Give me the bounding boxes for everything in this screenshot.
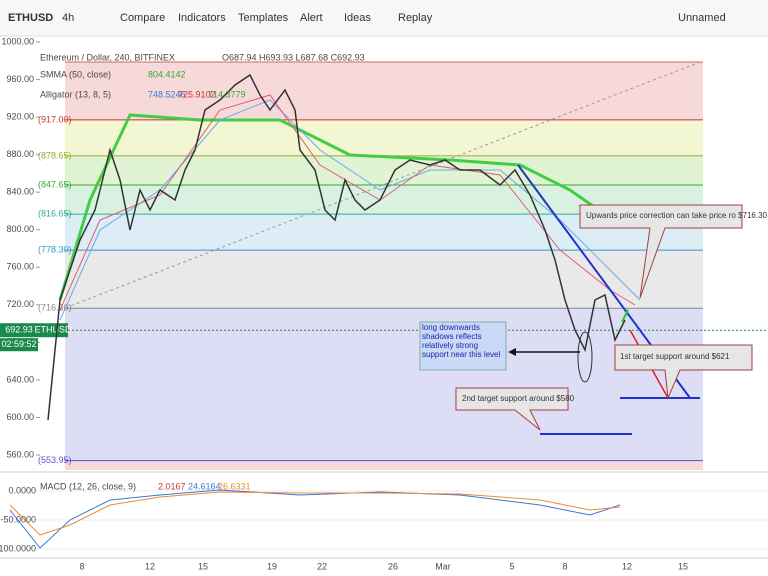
plot: (917.00) (878.65) (847.65) (816.65) (778.30)… (0, 36, 768, 550)
symbol-tag (38, 323, 68, 338)
symbol[interactable]: ETHUSD (8, 12, 53, 24)
ideas-button[interactable]: Ideas (344, 12, 371, 24)
templates-button[interactable]: Templates (238, 12, 289, 24)
macd-title: MACD (12, 26, close, 9) (40, 481, 136, 491)
x-tick-label: 8 (562, 561, 567, 571)
macd-signal-value: 26.6331 (218, 481, 251, 491)
layout-name[interactable]: Unnamed (678, 12, 726, 24)
legend-teeth: 725.9102 (178, 89, 216, 99)
alert-button[interactable]: Alert (300, 12, 323, 24)
fib-zone (65, 155, 703, 186)
macd-y-tick-label: -100.0000 (0, 543, 36, 553)
x-tick-label: 5 (509, 561, 514, 571)
y-tick-label: 600.00 (6, 412, 34, 422)
target1-text: 1st target support around $621 (620, 352, 730, 361)
fib-zone (65, 460, 703, 470)
symbol-tag-label: ETHUSD (34, 325, 72, 335)
fib-zone (65, 308, 703, 461)
legend-ohlc: O687.94 H693.93 L687.68 C692.93 (222, 52, 365, 62)
legend-title: Ethereum / Dollar, 240, BITFINEX (40, 52, 175, 62)
macd-hist-value: 2.0167 (158, 481, 186, 491)
y-tick-label: 920.00 (6, 111, 34, 121)
signal-line (9, 491, 621, 536)
macd-y-tick-label: -50.0000 (0, 514, 36, 524)
replay-button[interactable]: Replay (398, 12, 433, 24)
legend-smma: SMMA (50, close) (40, 69, 111, 79)
x-tick-label: 19 (267, 561, 277, 571)
last-price-tag (0, 323, 38, 338)
fib-label: (847.65) (38, 179, 72, 189)
x-tick-label: 26 (388, 561, 398, 571)
price-line (47, 73, 626, 421)
legend-alligator: Alligator (13, 8, 5) (40, 89, 111, 99)
x-tick-label: 15 (678, 561, 688, 571)
green-arrow (621, 309, 629, 323)
fib-label: (716.30) (38, 303, 72, 313)
x-tick-label: 12 (622, 561, 632, 571)
x-tick-label: 8 (79, 561, 84, 571)
fib-label: (917.00) (38, 114, 72, 124)
fib-label: (778.30) (38, 244, 72, 254)
correction-text: Upwards price correction can take price … (586, 211, 768, 220)
fib-label: (878.65) (38, 150, 72, 160)
y-tick-label: 960.00 (6, 74, 34, 84)
support-note-text: long downwards shadows reflects relative… (422, 323, 501, 359)
y-tick-label: 1000.00 (1, 36, 34, 46)
support-arrowhead (508, 348, 516, 356)
macd-y-tick-label: 0.0000 (8, 485, 36, 495)
x-tick-label: Mar (435, 561, 451, 571)
countdown-tag (0, 338, 38, 352)
interval[interactable]: 4h (62, 12, 74, 24)
legend-lips: 714.3779 (208, 89, 246, 99)
x-tick-label: 12 (145, 561, 155, 571)
fib-zone (65, 250, 703, 309)
macd-value: 24.6164 (188, 481, 221, 491)
x-tick-label: 22 (317, 561, 327, 571)
teeth-line (59, 94, 636, 311)
fib-label: (816.65) (38, 208, 72, 218)
last-price-label: 692.93 (5, 325, 33, 335)
dotted-trend (59, 61, 701, 311)
countdown-label: 02:59:52 (1, 339, 36, 349)
legend-jaw: 748.5246 (148, 89, 186, 99)
fib-label: (553.95) (38, 455, 72, 465)
support-note (419, 321, 507, 371)
jaw-line (59, 99, 641, 321)
x-tick-label: 15 (198, 561, 208, 571)
smma-line (58, 113, 621, 301)
target1-callout (614, 344, 753, 400)
support-note-text-wrap: long downwards shadows reflects relative… (422, 323, 501, 359)
target2-callout (455, 387, 569, 431)
shadow-ellipse (577, 331, 593, 383)
y-tick-label: 760.00 (6, 262, 34, 272)
indicators-button[interactable]: Indicators (178, 12, 226, 24)
compare-button[interactable]: Compare (120, 12, 165, 24)
fib-zone (65, 119, 703, 156)
y-tick-label: 840.00 (6, 187, 34, 197)
y-tick-label: 560.00 (6, 449, 34, 459)
legend-smma-value: 804.4142 (148, 69, 186, 79)
toolbar (0, 0, 768, 36)
y-tick-label: 800.00 (6, 224, 34, 234)
y-tick-label: 720.00 (6, 299, 34, 309)
fib-zone (65, 62, 703, 120)
correction-callout (579, 204, 743, 299)
y-tick-label: 880.00 (6, 149, 34, 159)
y-tick-label: 640.00 (6, 374, 34, 384)
target2-text: 2nd target support around $580 (462, 394, 575, 403)
